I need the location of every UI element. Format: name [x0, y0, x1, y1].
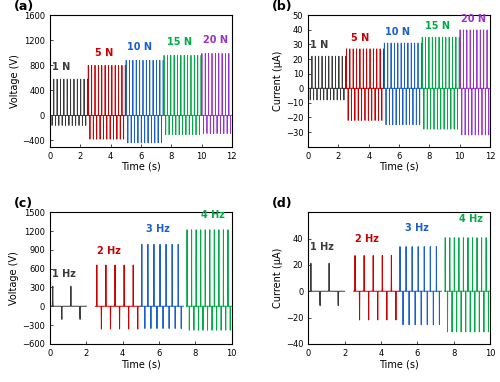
Text: 5 N: 5 N	[96, 48, 114, 58]
Text: 1 N: 1 N	[52, 62, 70, 71]
Text: 10 N: 10 N	[128, 42, 152, 52]
Text: 1 N: 1 N	[310, 40, 328, 50]
Text: (a): (a)	[14, 0, 34, 13]
Text: 10 N: 10 N	[386, 27, 410, 37]
Y-axis label: Current (μA): Current (μA)	[273, 51, 283, 111]
Text: 15 N: 15 N	[166, 37, 192, 47]
Text: 3 Hz: 3 Hz	[404, 223, 428, 233]
Text: 1 Hz: 1 Hz	[52, 269, 76, 279]
Text: (b): (b)	[272, 0, 292, 13]
X-axis label: Time (s): Time (s)	[121, 359, 161, 369]
Text: 15 N: 15 N	[425, 21, 450, 31]
Text: 20 N: 20 N	[461, 14, 486, 24]
Y-axis label: Voltage (V): Voltage (V)	[10, 251, 20, 305]
X-axis label: Time (s): Time (s)	[379, 162, 419, 172]
Text: 2 Hz: 2 Hz	[356, 234, 380, 244]
Y-axis label: Current (μA): Current (μA)	[273, 248, 283, 308]
Text: 5 N: 5 N	[350, 33, 369, 43]
X-axis label: Time (s): Time (s)	[121, 162, 161, 172]
Text: 4 Hz: 4 Hz	[459, 214, 483, 224]
Text: 20 N: 20 N	[203, 35, 228, 45]
X-axis label: Time (s): Time (s)	[379, 359, 419, 369]
Text: 1 Hz: 1 Hz	[310, 242, 334, 252]
Text: (c): (c)	[14, 197, 33, 210]
Text: 3 Hz: 3 Hz	[146, 224, 170, 234]
Text: (d): (d)	[272, 197, 292, 210]
Text: 2 Hz: 2 Hz	[98, 246, 121, 256]
Y-axis label: Voltage (V): Voltage (V)	[10, 54, 20, 108]
Text: 4 Hz: 4 Hz	[201, 210, 225, 220]
